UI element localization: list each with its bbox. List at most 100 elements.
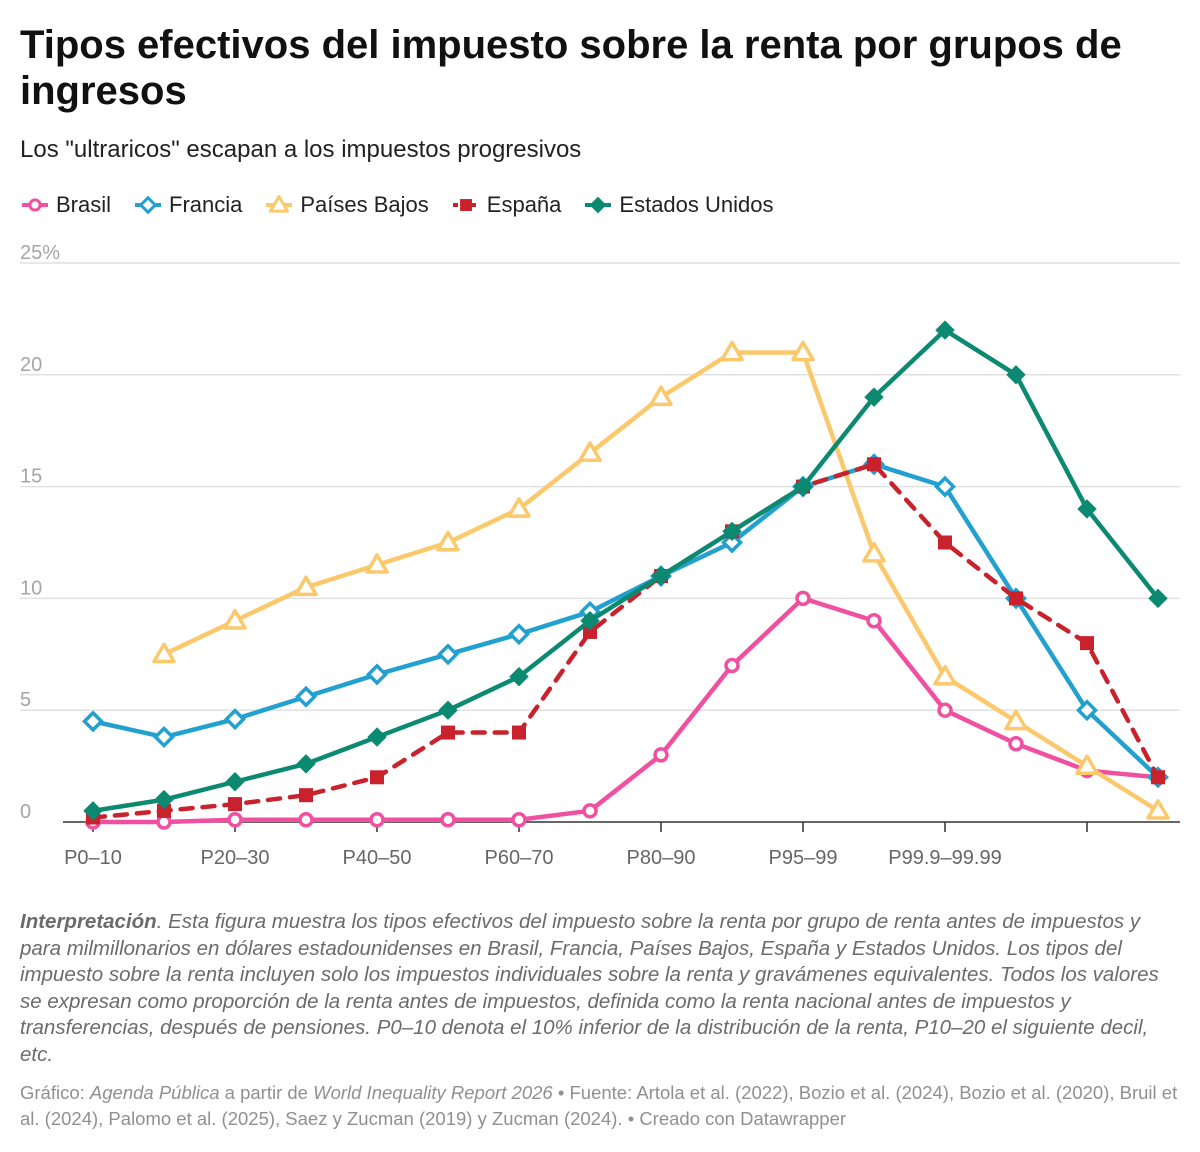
data-point[interactable] <box>1009 591 1023 606</box>
credits-source: • Fuente: Artola et al. (2022), Bozio et… <box>20 1082 1178 1129</box>
data-point[interactable] <box>437 643 459 666</box>
note-text: . Esta figura muestra los tipos efectivo… <box>20 910 1159 1066</box>
data-point[interactable] <box>1004 709 1028 731</box>
data-point[interactable] <box>365 553 389 574</box>
data-point[interactable] <box>938 535 952 550</box>
data-point[interactable] <box>1076 699 1098 722</box>
series-line <box>90 461 1161 820</box>
y-tick-label: 10 <box>20 577 42 599</box>
legend-marker-icon <box>452 199 479 211</box>
data-point[interactable] <box>649 385 673 407</box>
legend-marker-icon <box>266 195 293 213</box>
note-lead: Interpretación <box>20 910 157 933</box>
data-point[interactable] <box>934 475 956 498</box>
data-point[interactable] <box>1151 770 1165 785</box>
data-point[interactable] <box>441 725 455 740</box>
data-point[interactable] <box>507 497 531 518</box>
data-point[interactable] <box>508 623 530 646</box>
data-point[interactable] <box>724 657 740 674</box>
legend-marker-icon <box>22 198 48 212</box>
legend-label: España <box>486 192 562 217</box>
data-point[interactable] <box>440 812 456 828</box>
data-point[interactable] <box>866 613 882 629</box>
credits: Gráfico: Agenda Pública a partir de Worl… <box>20 1080 1180 1132</box>
series-francia <box>82 453 1169 789</box>
data-point[interactable] <box>1148 588 1168 609</box>
data-point[interactable] <box>580 611 600 631</box>
data-point[interactable] <box>583 624 597 639</box>
data-point[interactable] <box>366 663 388 686</box>
legend-item-españa: España <box>451 192 562 218</box>
data-point[interactable] <box>512 725 526 740</box>
data-point[interactable] <box>298 812 314 828</box>
legend-marker-icon <box>585 196 612 214</box>
legend-item-países-bajos: Países Bajos <box>264 192 429 218</box>
data-point[interactable] <box>1077 499 1097 519</box>
data-point[interactable] <box>1146 799 1170 820</box>
data-point[interactable] <box>1080 636 1094 651</box>
data-point[interactable] <box>933 664 957 686</box>
data-point[interactable] <box>653 747 669 763</box>
data-point[interactable] <box>1006 365 1026 385</box>
y-tick-label: 0 <box>20 801 31 823</box>
legend-label: Estados Unidos <box>619 192 774 217</box>
line-chart: 0 5 10 15 20 25% P0–10 P20–30 P40–50 P60–70 P80–90… <box>20 242 1180 869</box>
data-point[interactable] <box>367 727 387 747</box>
x-tick-label: P20–30 <box>201 847 270 869</box>
data-point[interactable] <box>153 726 175 749</box>
data-point[interactable] <box>791 340 815 362</box>
legend-item-estados-unidos: Estados Unidos <box>583 192 774 218</box>
data-point[interactable] <box>295 685 317 708</box>
data-point[interactable] <box>225 772 245 792</box>
data-point[interactable] <box>157 803 171 818</box>
data-point[interactable] <box>82 710 104 733</box>
data-point[interactable] <box>152 642 176 664</box>
data-point[interactable] <box>369 812 385 828</box>
credits-author[interactable]: Agenda Pública <box>89 1082 220 1103</box>
data-point[interactable] <box>83 801 103 821</box>
series-line <box>90 327 1161 814</box>
data-point[interactable] <box>154 789 174 810</box>
data-point[interactable] <box>511 812 527 828</box>
data-point[interactable] <box>864 387 884 407</box>
data-point[interactable] <box>224 708 246 731</box>
legend-label: Países Bajos <box>300 192 429 217</box>
credits-middle: a partir de <box>219 1082 314 1103</box>
data-point[interactable] <box>438 700 458 720</box>
data-point[interactable] <box>1008 735 1024 752</box>
data-point[interactable] <box>370 770 384 785</box>
legend-label: Francia <box>169 192 243 217</box>
data-point[interactable] <box>935 320 955 340</box>
credits-report: World Inequality Report 2026 <box>313 1082 553 1103</box>
legend: Brasil Francia Países Bajos España Estados U… <box>20 190 796 220</box>
data-point[interactable] <box>795 590 811 607</box>
data-point[interactable] <box>862 541 886 563</box>
data-point[interactable] <box>296 754 316 774</box>
chart-title: Tipos efectivos del impuesto sobre la re… <box>20 23 1122 113</box>
data-point[interactable] <box>1075 754 1099 776</box>
data-point[interactable] <box>227 812 243 828</box>
data-point[interactable] <box>651 566 671 586</box>
data-point[interactable] <box>294 575 318 597</box>
series-line <box>90 461 1161 780</box>
data-point[interactable] <box>867 457 881 472</box>
legend-label: Brasil <box>56 192 112 217</box>
chart-subtitle: Los "ultraricos" escapan a los impuestos… <box>20 136 582 163</box>
data-point[interactable] <box>509 666 529 687</box>
y-tick-label: 15 <box>20 466 42 488</box>
data-point[interactable] <box>578 441 602 463</box>
x-tick-label: P99.9–99.99 <box>888 847 1001 869</box>
data-point[interactable] <box>937 702 953 718</box>
data-point[interactable] <box>436 530 460 552</box>
series-brasil <box>85 590 1166 830</box>
data-point[interactable] <box>722 521 742 542</box>
credits-prefix: Gráfico: <box>20 1082 90 1103</box>
data-point[interactable] <box>793 476 813 497</box>
series-line <box>90 596 1161 825</box>
data-point[interactable] <box>299 788 313 803</box>
series-países-bajos <box>152 340 1170 820</box>
data-point[interactable] <box>582 803 598 819</box>
data-point[interactable] <box>223 609 247 630</box>
data-point[interactable] <box>228 797 242 812</box>
data-point[interactable] <box>720 340 744 362</box>
